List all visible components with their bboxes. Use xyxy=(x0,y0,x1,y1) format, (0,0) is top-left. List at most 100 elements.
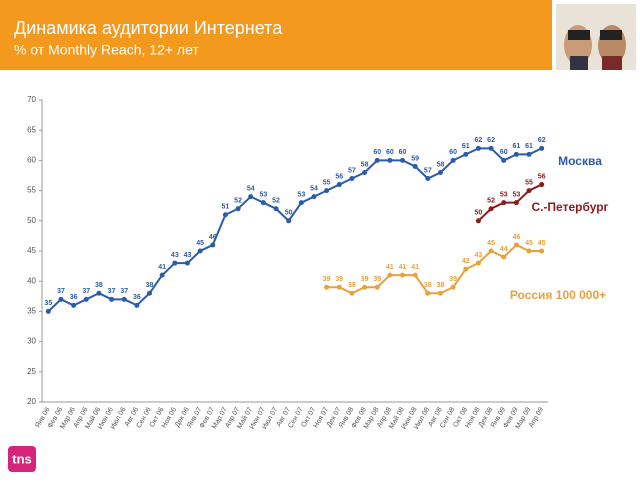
data-label: 52 xyxy=(487,198,495,205)
y-tick-label: 50 xyxy=(27,216,36,225)
data-label: 38 xyxy=(348,282,356,289)
data-label: 50 xyxy=(285,210,293,217)
data-point xyxy=(387,157,393,163)
data-point xyxy=(273,206,279,212)
y-tick-label: 30 xyxy=(27,337,36,346)
y-tick-label: 60 xyxy=(27,156,36,165)
data-label: 39 xyxy=(373,276,381,283)
data-label: 60 xyxy=(449,149,457,156)
data-label: 39 xyxy=(449,276,457,283)
data-label: 52 xyxy=(234,198,242,205)
series-line xyxy=(326,243,542,295)
data-label: 41 xyxy=(158,264,166,271)
data-point xyxy=(539,182,545,188)
logo: tns xyxy=(12,451,32,466)
data-point xyxy=(513,151,519,157)
data-point xyxy=(539,248,545,254)
data-point xyxy=(475,218,481,224)
data-point xyxy=(488,206,494,212)
series-line xyxy=(47,147,543,313)
data-point xyxy=(109,296,115,302)
data-label: 45 xyxy=(487,240,495,247)
y-tick-label: 35 xyxy=(27,307,36,316)
data-label: 39 xyxy=(335,276,343,283)
data-point xyxy=(450,157,456,163)
data-label: 38 xyxy=(424,282,432,289)
data-label: 37 xyxy=(108,288,116,295)
data-label: 36 xyxy=(70,294,78,301)
data-label: 45 xyxy=(196,240,204,247)
data-point xyxy=(260,200,266,206)
data-point xyxy=(437,169,443,175)
data-point xyxy=(475,145,481,151)
data-label: 57 xyxy=(348,167,356,174)
data-label: 58 xyxy=(361,161,369,168)
data-label: 41 xyxy=(411,264,419,271)
data-point xyxy=(96,290,102,296)
data-point xyxy=(539,145,545,151)
data-point xyxy=(248,194,254,200)
data-point xyxy=(463,266,469,272)
data-point xyxy=(159,272,165,278)
data-point xyxy=(526,188,532,194)
data-label: 37 xyxy=(120,288,128,295)
y-tick-label: 20 xyxy=(27,397,36,406)
data-label: 59 xyxy=(411,155,419,162)
data-label: 53 xyxy=(297,192,305,199)
data-point xyxy=(298,200,304,206)
data-label: 43 xyxy=(171,252,179,259)
data-point xyxy=(147,290,153,296)
data-label: 50 xyxy=(475,210,483,217)
data-point xyxy=(412,272,418,278)
data-point xyxy=(134,302,140,308)
y-tick-label: 55 xyxy=(27,186,36,195)
data-label: 55 xyxy=(323,179,331,186)
data-point xyxy=(311,194,317,200)
data-label: 53 xyxy=(500,192,508,199)
data-point xyxy=(501,157,507,163)
data-point xyxy=(349,290,355,296)
data-point xyxy=(400,272,406,278)
data-point xyxy=(488,248,494,254)
data-label: 38 xyxy=(95,282,103,289)
data-label: 57 xyxy=(424,167,432,174)
data-point xyxy=(475,260,481,266)
data-point xyxy=(172,260,178,266)
data-label: 62 xyxy=(487,137,495,144)
data-label: 61 xyxy=(462,143,470,150)
data-label: 39 xyxy=(323,276,331,283)
data-point xyxy=(400,157,406,163)
data-point xyxy=(362,169,368,175)
data-point xyxy=(488,145,494,151)
data-label: 62 xyxy=(538,137,546,144)
data-point xyxy=(450,284,456,290)
data-label: 35 xyxy=(44,300,52,307)
data-point xyxy=(324,284,330,290)
data-label: 54 xyxy=(310,185,318,192)
data-label: 56 xyxy=(335,173,343,180)
data-point xyxy=(324,188,330,194)
data-point xyxy=(374,157,380,163)
data-point xyxy=(501,200,507,206)
data-label: 60 xyxy=(500,149,508,156)
y-tick-label: 65 xyxy=(27,125,36,134)
data-point xyxy=(83,296,89,302)
data-point xyxy=(58,296,64,302)
logo-box xyxy=(8,446,36,472)
y-tick-label: 40 xyxy=(27,276,36,285)
data-point xyxy=(412,163,418,169)
data-label: 39 xyxy=(361,276,369,283)
data-label: 56 xyxy=(538,173,546,180)
data-label: 38 xyxy=(146,282,154,289)
data-label: 41 xyxy=(399,264,407,271)
data-point xyxy=(425,176,431,182)
data-label: 52 xyxy=(272,198,280,205)
series-label: Россия 100 000+ xyxy=(510,288,606,302)
data-label: 37 xyxy=(82,288,90,295)
data-point xyxy=(210,242,216,248)
data-label: 60 xyxy=(399,149,407,156)
data-label: 53 xyxy=(512,192,520,199)
data-label: 41 xyxy=(386,264,394,271)
data-label: 60 xyxy=(373,149,381,156)
data-point xyxy=(463,151,469,157)
